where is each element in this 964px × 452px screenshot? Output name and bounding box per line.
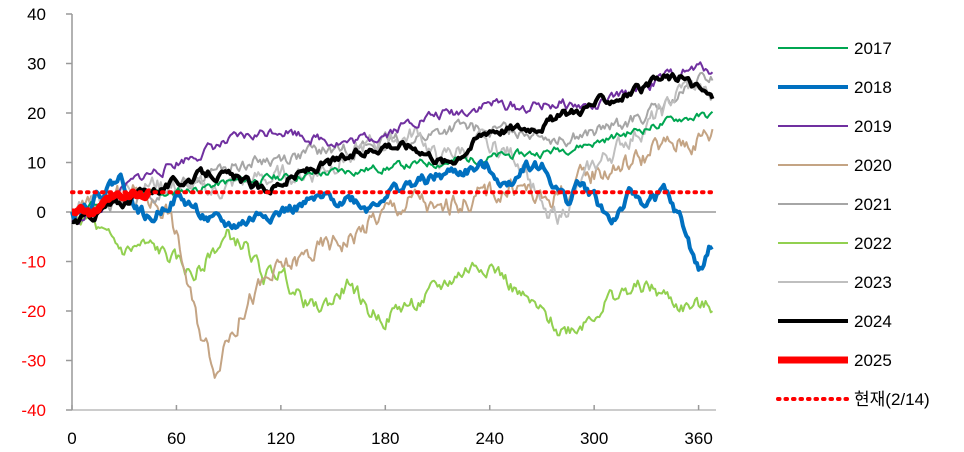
- legend-label: 2024: [854, 312, 892, 331]
- x-tick-label: 180: [371, 429, 399, 448]
- legend-label: 2025: [854, 351, 892, 370]
- y-tick-label: -10: [21, 253, 46, 272]
- y-tick-label: 10: [27, 154, 46, 173]
- x-tick-label: 0: [67, 429, 76, 448]
- x-tick-label: 120: [267, 429, 295, 448]
- plot-area: [70, 61, 718, 379]
- x-tick-label: 360: [684, 429, 712, 448]
- y-tick-label: -20: [21, 302, 46, 321]
- series-line-2017: [71, 111, 714, 215]
- legend-label: 2018: [854, 78, 892, 97]
- x-tick-label: 60: [167, 429, 186, 448]
- series-line-2018: [70, 159, 714, 272]
- legend-label: 2017: [854, 39, 892, 58]
- legend-label: 2023: [854, 273, 892, 292]
- axes: 40 30 20 10 0 -10 -20 -30 -40 0 60 120 180 240 300 360: [21, 5, 716, 448]
- y-tick-label: 40: [27, 5, 46, 24]
- y-tick-label: -30: [21, 352, 46, 371]
- legend: 2017 2018 2019 2020 2021 2022 2023 2024 2025 현재(2…: [776, 39, 930, 409]
- legend-label: 2021: [854, 195, 892, 214]
- x-tick-label: 240: [476, 429, 504, 448]
- series-line-2020: [71, 128, 714, 379]
- y-tick-label: 0: [37, 203, 46, 222]
- legend-label: 2020: [854, 156, 892, 175]
- x-tick-label: 300: [580, 429, 608, 448]
- legend-label: 2022: [854, 234, 892, 253]
- legend-label: 현재(2/14): [854, 390, 930, 409]
- y-tick-label: 30: [27, 55, 46, 74]
- series-line-2025: [70, 188, 153, 218]
- y-tick-label: -40: [21, 401, 46, 420]
- y-tick-label: 20: [27, 104, 46, 123]
- legend-label: 2019: [854, 117, 892, 136]
- series-line-2022: [71, 213, 714, 337]
- series-line-2024: [71, 72, 715, 226]
